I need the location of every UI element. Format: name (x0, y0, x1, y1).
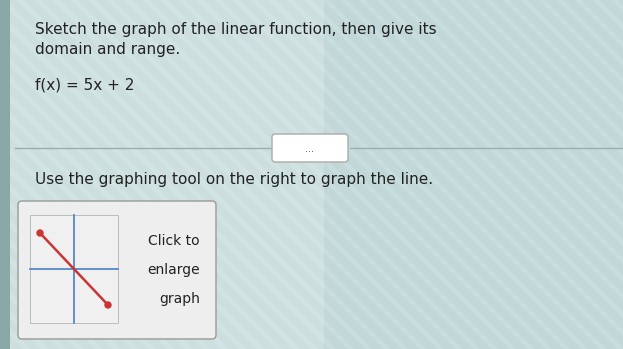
Text: Use the graphing tool on the right to graph the line.: Use the graphing tool on the right to gr… (35, 172, 433, 187)
FancyBboxPatch shape (0, 0, 10, 349)
FancyBboxPatch shape (18, 201, 216, 339)
Text: Click to: Click to (148, 235, 200, 248)
Text: ...: ... (305, 144, 315, 154)
Text: domain and range.: domain and range. (35, 42, 180, 57)
Text: enlarge: enlarge (148, 263, 200, 277)
Circle shape (37, 230, 43, 236)
FancyBboxPatch shape (0, 0, 324, 349)
Circle shape (105, 302, 111, 308)
FancyBboxPatch shape (272, 134, 348, 162)
Text: graph: graph (159, 292, 200, 306)
Text: f(x) = 5x + 2: f(x) = 5x + 2 (35, 78, 135, 93)
Text: Sketch the graph of the linear function, then give its: Sketch the graph of the linear function,… (35, 22, 437, 37)
FancyBboxPatch shape (30, 215, 118, 323)
